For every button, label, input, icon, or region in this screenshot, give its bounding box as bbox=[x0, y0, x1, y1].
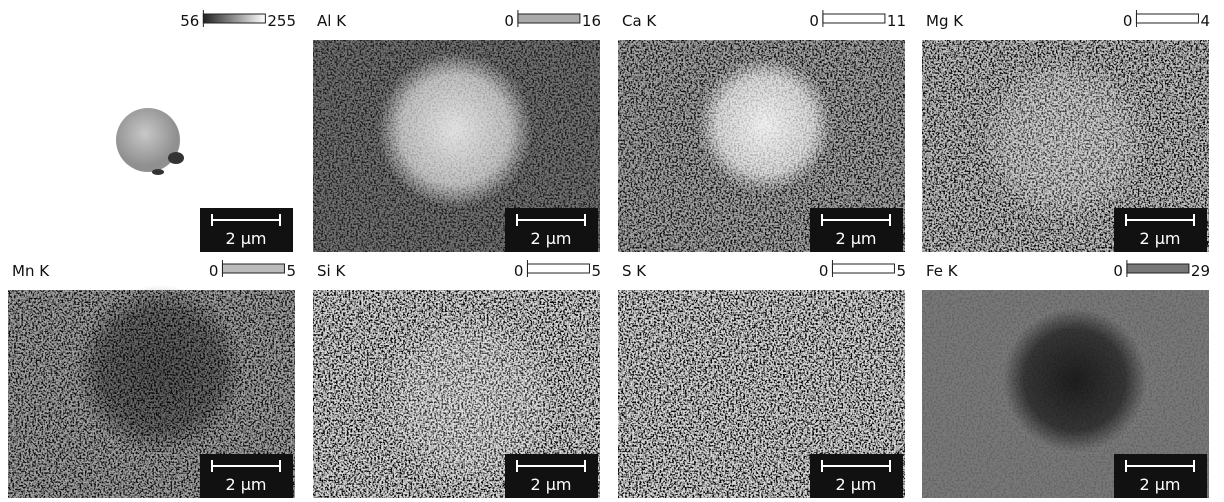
map-feature bbox=[697, 57, 833, 193]
scale-max: 5 bbox=[896, 262, 906, 280]
color-bar bbox=[1126, 263, 1190, 274]
scale-min: 0 bbox=[1113, 262, 1123, 280]
panel: Al K 16 0 2 µm bbox=[313, 10, 601, 252]
scale-max: 5 bbox=[286, 262, 296, 280]
panel: 255 56 2 µm bbox=[116, 10, 296, 252]
color-bar bbox=[831, 263, 895, 274]
scale-bar: 2 µm bbox=[1114, 208, 1207, 252]
scale-bar: 2 µm bbox=[505, 208, 598, 252]
scale-bar: 2 µm bbox=[1114, 454, 1207, 498]
scale-min: 0 bbox=[819, 262, 829, 280]
panel: S K 5 0 2 µm bbox=[618, 260, 906, 498]
panel: Fe K 29 0 2 µm bbox=[922, 260, 1210, 498]
scale-bar: 2 µm bbox=[505, 454, 598, 498]
element-label: Mn K bbox=[12, 262, 50, 280]
scale-bar: 2 µm bbox=[200, 454, 293, 498]
element-label: S K bbox=[622, 262, 647, 280]
particle-edge bbox=[152, 169, 164, 175]
scale-bar: 2 µm bbox=[810, 208, 903, 252]
scale-bar-label: 2 µm bbox=[225, 229, 266, 248]
map-feature bbox=[980, 55, 1150, 225]
scale-max: 255 bbox=[267, 12, 296, 30]
particle-edge bbox=[168, 152, 184, 164]
scale-bar-box bbox=[810, 208, 903, 252]
scale-max: 4 bbox=[1200, 12, 1210, 30]
color-bar bbox=[221, 263, 285, 274]
scale-bar-box bbox=[505, 454, 598, 498]
scale-max: 11 bbox=[887, 12, 906, 30]
map-feature bbox=[75, 285, 245, 455]
color-bar bbox=[526, 263, 590, 274]
map-feature bbox=[377, 52, 533, 208]
scale-min: 0 bbox=[1123, 12, 1133, 30]
scale-bar-label: 2 µm bbox=[225, 475, 266, 494]
scale-min: 0 bbox=[504, 12, 514, 30]
scale-bar-box bbox=[505, 208, 598, 252]
scale-min: 0 bbox=[809, 12, 819, 30]
scale-bar-label: 2 µm bbox=[530, 229, 571, 248]
particle bbox=[116, 108, 180, 172]
scale-max: 29 bbox=[1191, 262, 1210, 280]
element-label: Al K bbox=[317, 12, 347, 30]
scale-bar: 2 µm bbox=[810, 454, 903, 498]
scale-max: 5 bbox=[591, 262, 601, 280]
scale-bar-label: 2 µm bbox=[530, 475, 571, 494]
scale-bar-label: 2 µm bbox=[1139, 229, 1180, 248]
panel: Mg K 4 0 2 µm bbox=[922, 10, 1210, 252]
scale-bar-label: 2 µm bbox=[1139, 475, 1180, 494]
color-bar bbox=[517, 13, 581, 24]
panel: Si K 5 0 2 µm bbox=[313, 260, 601, 498]
scale-bar-box bbox=[200, 208, 293, 252]
element-label: Ca K bbox=[622, 12, 657, 30]
scale-bar: 2 µm bbox=[200, 208, 293, 252]
panel: Mn K 5 0 2 µm bbox=[8, 260, 296, 498]
scale-bar-box bbox=[1114, 208, 1207, 252]
scale-bar-box bbox=[200, 454, 293, 498]
color-bar bbox=[202, 13, 266, 24]
element-label: Mg K bbox=[926, 12, 964, 30]
panel: Ca K 11 0 2 µm bbox=[618, 10, 906, 252]
scale-bar-label: 2 µm bbox=[835, 229, 876, 248]
color-bar bbox=[1135, 13, 1199, 24]
color-bar bbox=[822, 13, 886, 24]
element-label: Fe K bbox=[926, 262, 959, 280]
map-feature bbox=[1003, 308, 1147, 452]
scale-min: 0 bbox=[209, 262, 219, 280]
scale-min: 56 bbox=[180, 12, 199, 30]
scale-bar-label: 2 µm bbox=[835, 475, 876, 494]
scale-min: 0 bbox=[514, 262, 524, 280]
scale-bar-box bbox=[810, 454, 903, 498]
element-label: Si K bbox=[317, 262, 346, 280]
scale-bar-box bbox=[1114, 454, 1207, 498]
scale-max: 16 bbox=[582, 12, 601, 30]
map-feature bbox=[380, 310, 560, 490]
